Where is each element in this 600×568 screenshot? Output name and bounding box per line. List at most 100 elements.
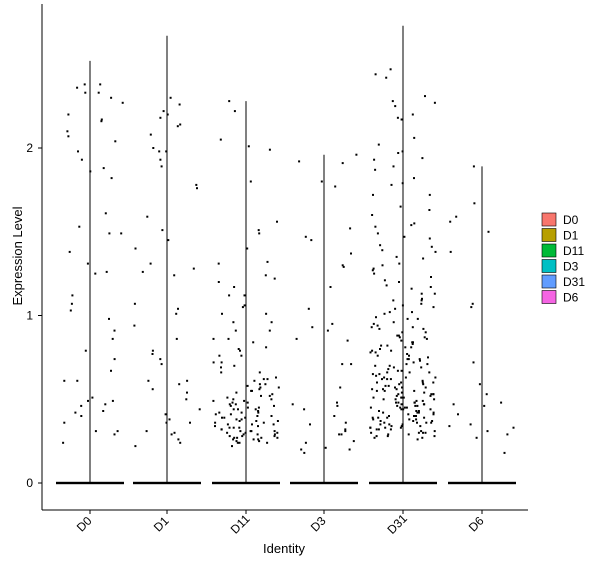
point-D1 bbox=[159, 358, 162, 361]
point-D11 bbox=[273, 430, 276, 433]
point-D0 bbox=[100, 118, 103, 121]
point-D6 bbox=[448, 425, 451, 428]
point-D31 bbox=[413, 136, 416, 139]
point-D3 bbox=[350, 252, 352, 255]
point-D31 bbox=[421, 297, 423, 300]
point-D31 bbox=[419, 425, 422, 428]
point-D1 bbox=[198, 408, 201, 411]
point-D31 bbox=[417, 431, 420, 434]
point-D11 bbox=[262, 378, 265, 381]
point-D31 bbox=[413, 222, 416, 225]
point-D3 bbox=[324, 446, 327, 449]
point-D6 bbox=[471, 302, 474, 305]
point-D31 bbox=[421, 436, 424, 439]
point-D31 bbox=[383, 376, 386, 379]
point-D11 bbox=[259, 386, 262, 389]
point-D31 bbox=[375, 435, 378, 438]
point-D11 bbox=[264, 383, 267, 386]
point-D11 bbox=[271, 393, 274, 396]
point-D31 bbox=[389, 378, 392, 381]
point-D1 bbox=[151, 349, 154, 352]
point-D31 bbox=[396, 116, 399, 119]
point-D3 bbox=[304, 441, 307, 444]
point-D31 bbox=[433, 435, 436, 438]
point-D0 bbox=[76, 86, 79, 89]
x-axis-label: Identity bbox=[263, 541, 305, 556]
point-D31 bbox=[379, 348, 381, 350]
point-D0 bbox=[91, 396, 94, 399]
point-D1 bbox=[133, 302, 136, 305]
point-D0 bbox=[102, 167, 105, 170]
point-D31 bbox=[413, 401, 416, 404]
point-D31 bbox=[397, 401, 400, 404]
point-D11 bbox=[258, 388, 261, 391]
point-D3 bbox=[303, 451, 306, 454]
point-D1 bbox=[173, 431, 176, 434]
point-D11 bbox=[241, 435, 244, 438]
point-D31 bbox=[426, 363, 429, 366]
point-D31 bbox=[416, 421, 418, 424]
point-D11 bbox=[250, 389, 253, 392]
point-D31 bbox=[369, 426, 372, 429]
point-D31 bbox=[432, 411, 435, 414]
point-D31 bbox=[416, 438, 419, 441]
point-D31 bbox=[415, 418, 418, 421]
point-D31 bbox=[410, 346, 413, 349]
point-D11 bbox=[244, 416, 247, 419]
point-D11 bbox=[232, 408, 235, 411]
point-D31 bbox=[394, 398, 397, 401]
point-D3 bbox=[336, 401, 338, 404]
point-D31 bbox=[418, 358, 421, 361]
point-D31 bbox=[401, 182, 404, 185]
point-D11 bbox=[239, 430, 242, 433]
point-D31 bbox=[433, 101, 436, 104]
y-tick-label-0: 0 bbox=[26, 476, 33, 490]
point-D11 bbox=[236, 436, 239, 439]
point-D1 bbox=[173, 274, 176, 277]
point-D0 bbox=[80, 158, 83, 161]
point-D1 bbox=[189, 421, 191, 424]
point-D6 bbox=[500, 401, 503, 404]
point-D3 bbox=[348, 448, 351, 451]
point-D3 bbox=[331, 322, 334, 325]
legend-key-D1 bbox=[541, 228, 557, 242]
legend-key-D0 bbox=[541, 212, 557, 227]
zero-points-D31 bbox=[369, 481, 437, 485]
legend-label-D0: D0 bbox=[563, 213, 579, 227]
point-D11 bbox=[214, 425, 216, 428]
point-D11 bbox=[226, 396, 229, 399]
point-D31 bbox=[423, 336, 426, 339]
point-D31 bbox=[399, 406, 402, 409]
point-D31 bbox=[403, 406, 406, 409]
point-D11 bbox=[243, 399, 246, 402]
x-tick-label-D6: D6 bbox=[466, 514, 487, 535]
point-D1 bbox=[170, 433, 173, 436]
point-D1 bbox=[175, 337, 178, 340]
point-D31 bbox=[390, 425, 393, 428]
point-D31 bbox=[390, 349, 393, 352]
point-D31 bbox=[429, 408, 432, 411]
point-D11 bbox=[240, 411, 243, 414]
point-D1 bbox=[169, 96, 172, 99]
y-tick-label-2: 2 bbox=[26, 141, 33, 155]
legend-label-D11: D11 bbox=[563, 244, 584, 258]
point-D31 bbox=[400, 381, 403, 384]
point-D31 bbox=[397, 393, 400, 396]
zero-points-D6 bbox=[448, 481, 516, 485]
point-D31 bbox=[388, 364, 391, 367]
point-D31 bbox=[375, 428, 378, 431]
point-D31 bbox=[412, 361, 415, 364]
point-D31 bbox=[391, 100, 394, 103]
point-D0 bbox=[80, 415, 83, 417]
point-D31 bbox=[398, 262, 401, 265]
point-D31 bbox=[421, 157, 424, 160]
point-D11 bbox=[218, 354, 221, 357]
point-D3 bbox=[336, 404, 339, 407]
point-D31 bbox=[401, 423, 404, 426]
point-D0 bbox=[121, 101, 124, 104]
point-D31 bbox=[392, 299, 395, 302]
point-D0 bbox=[83, 83, 86, 86]
point-D31 bbox=[371, 214, 374, 216]
point-D6 bbox=[449, 250, 452, 253]
point-D31 bbox=[370, 431, 373, 434]
